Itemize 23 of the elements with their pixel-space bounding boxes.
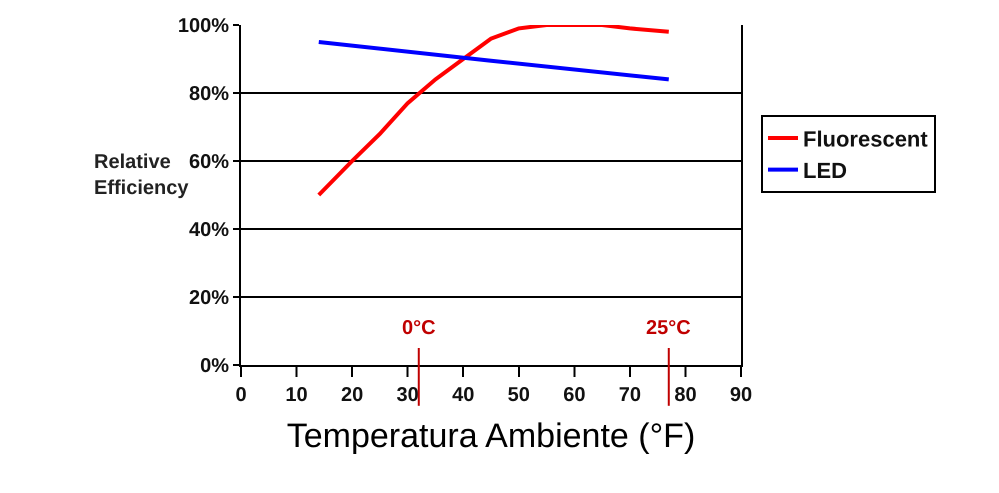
- x-tick-label: 90: [730, 384, 752, 406]
- y-axis-title: Relative Efficiency: [94, 151, 190, 199]
- x-tick-label: 10: [285, 384, 308, 406]
- ref-line-label: 25°C: [646, 317, 691, 339]
- y-tick-label: 100%: [178, 15, 230, 37]
- x-tick-label: 20: [340, 384, 364, 406]
- x-tick-label: 70: [618, 384, 642, 406]
- x-tick-label: 50: [508, 384, 530, 406]
- x-tick-label: 60: [563, 384, 586, 406]
- x-tick-label: 80: [674, 384, 697, 406]
- y-tick-label: 40%: [188, 219, 230, 241]
- legend-label: LED: [803, 158, 847, 184]
- x-axis-title: Temperatura Ambiente (°F): [286, 416, 696, 455]
- x-tick-label: 40: [452, 384, 474, 406]
- x-tick-label: 30: [396, 384, 419, 406]
- line-series: [316, 25, 671, 197]
- y-tick-label: 0%: [200, 355, 230, 377]
- y-tick-label: 60%: [188, 151, 230, 173]
- legend-label: Fluorescent: [803, 126, 928, 152]
- x-tick-label: 0: [235, 384, 247, 406]
- ref-line-label: 0°C: [402, 317, 436, 339]
- y-tick-label: 80%: [188, 83, 230, 105]
- y-tick-label: 20%: [188, 287, 230, 309]
